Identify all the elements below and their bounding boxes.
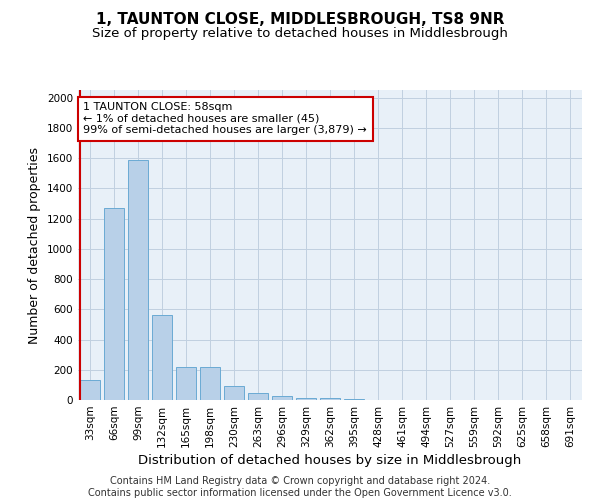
Y-axis label: Number of detached properties: Number of detached properties xyxy=(28,146,41,344)
Text: Size of property relative to detached houses in Middlesbrough: Size of property relative to detached ho… xyxy=(92,28,508,40)
Bar xyxy=(152,316,172,400)
Bar xyxy=(248,393,268,400)
Bar xyxy=(200,368,220,400)
Bar xyxy=(320,398,340,400)
Text: 1 TAUNTON CLOSE: 58sqm
← 1% of detached houses are smaller (45)
99% of semi-deta: 1 TAUNTON CLOSE: 58sqm ← 1% of detached … xyxy=(83,102,367,136)
Bar xyxy=(224,386,244,400)
Text: Contains HM Land Registry data © Crown copyright and database right 2024.
Contai: Contains HM Land Registry data © Crown c… xyxy=(88,476,512,498)
Text: 1, TAUNTON CLOSE, MIDDLESBROUGH, TS8 9NR: 1, TAUNTON CLOSE, MIDDLESBROUGH, TS8 9NR xyxy=(96,12,504,28)
Bar xyxy=(80,380,100,400)
Bar xyxy=(128,160,148,400)
X-axis label: Distribution of detached houses by size in Middlesbrough: Distribution of detached houses by size … xyxy=(139,454,521,467)
Bar xyxy=(272,396,292,400)
Bar xyxy=(104,208,124,400)
Bar xyxy=(176,368,196,400)
Bar xyxy=(296,398,316,400)
Bar xyxy=(344,399,364,400)
